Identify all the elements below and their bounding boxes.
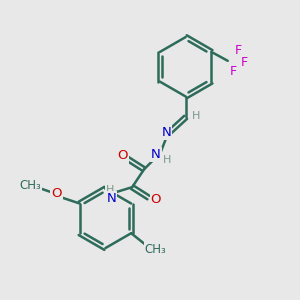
Text: O: O: [51, 188, 62, 200]
Text: N: N: [106, 192, 116, 205]
Text: N: N: [161, 126, 171, 139]
Text: O: O: [117, 149, 128, 162]
Text: F: F: [235, 44, 242, 57]
Text: H: H: [192, 111, 200, 121]
Text: N: N: [151, 148, 161, 161]
Text: H: H: [106, 185, 114, 195]
Text: H: H: [163, 154, 171, 164]
Text: O: O: [151, 193, 161, 206]
Text: CH₃: CH₃: [145, 243, 166, 256]
Text: F: F: [230, 65, 237, 78]
Text: CH₃: CH₃: [20, 178, 41, 192]
Text: F: F: [241, 56, 248, 69]
